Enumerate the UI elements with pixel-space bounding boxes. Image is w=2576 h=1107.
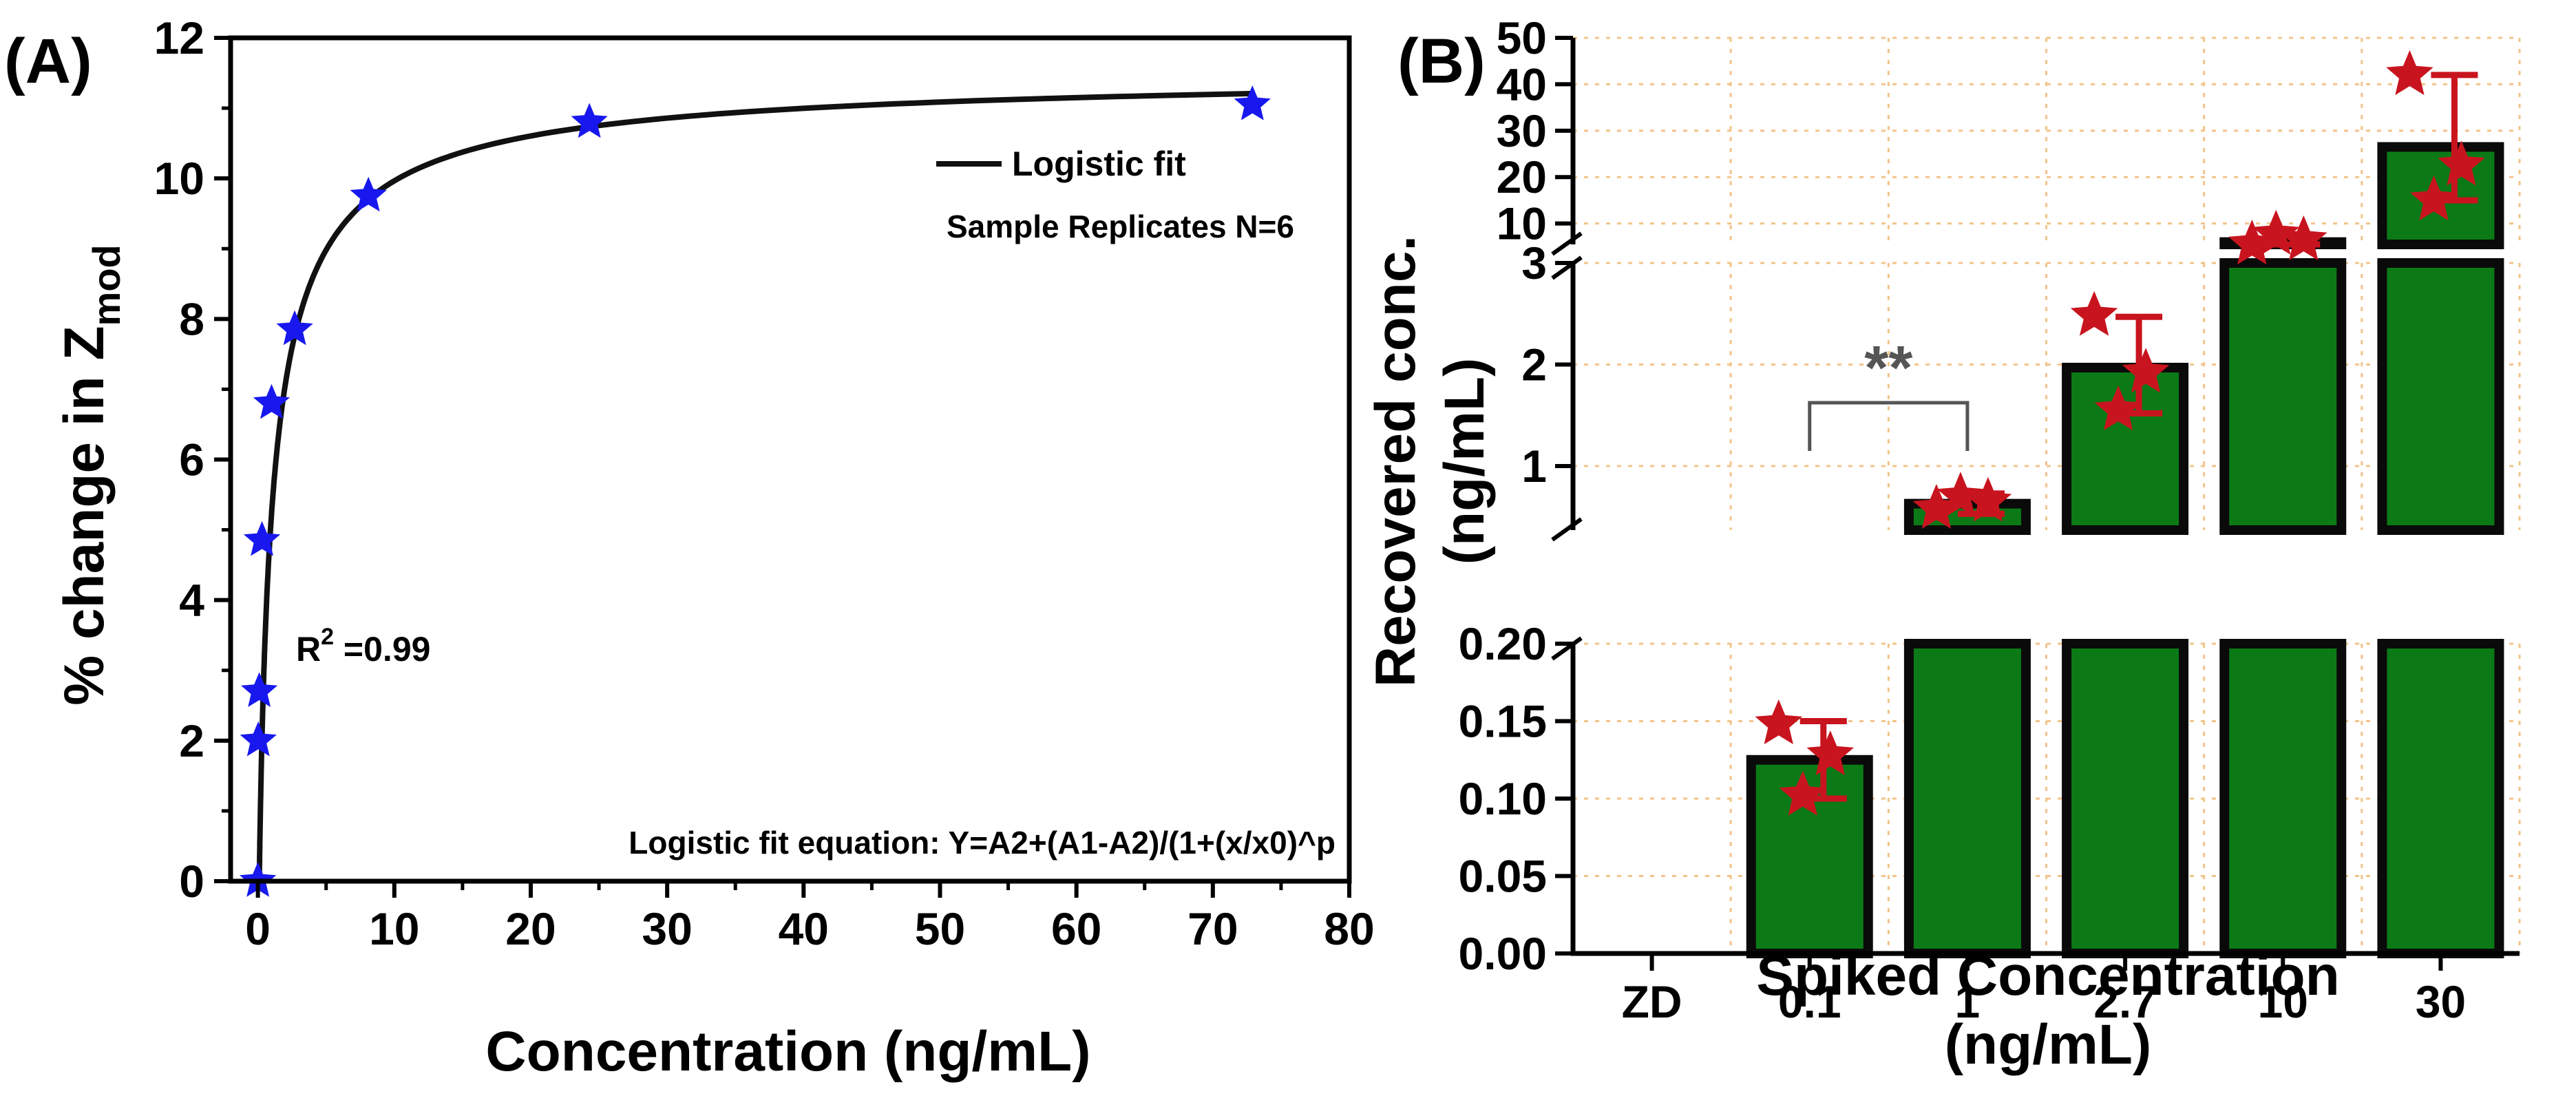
y-tick-label-b: 3: [1521, 238, 1547, 288]
bar: [2219, 639, 2347, 958]
axis-ticks-a: 0 10 20 30 40 50 60 70 80 0 2 4 6 8 10 12: [154, 12, 1375, 954]
r-squared-label: R2 =0.99: [296, 624, 430, 668]
bar: [2062, 362, 2189, 535]
y-axis-title-a-main: % change in Z: [53, 326, 116, 705]
legend-label-a: Logistic fit: [1012, 145, 1186, 183]
y-tick-label-b: 50: [1497, 12, 1547, 63]
bar: [2219, 258, 2347, 535]
y-tick-label-a: 12: [154, 12, 204, 63]
x-axis-title-b-line1: Spiked Concentration: [1756, 945, 2339, 1007]
y-tick-label-b: 0.05: [1459, 851, 1547, 902]
x-tick-label-b: 1: [1955, 976, 1981, 1027]
data-points: [240, 85, 1271, 897]
y-tick-label-b: 0.15: [1459, 696, 1547, 747]
x-tick-label-a: 10: [369, 903, 419, 954]
bars: [1746, 142, 2504, 958]
replicate-points: [1755, 50, 2485, 816]
replicate-star: [1964, 476, 2012, 522]
replicate-star: [2280, 215, 2327, 261]
r2-superscript: 2: [321, 624, 334, 650]
replicate-star: [2094, 385, 2142, 430]
x-tick-label-b: 30: [2416, 976, 2466, 1027]
panel-a: (A) 0 10 20 30 40 50 60 70 80 0 2 4 6 8 10 12 Concentra…: [4, 12, 1375, 1083]
bar: [2062, 639, 2189, 958]
y-tick-label-b: 30: [1497, 105, 1547, 156]
y-axis-title-a-sub: mod: [85, 244, 128, 326]
y-tick-label-b: 0.10: [1459, 773, 1547, 824]
fit-curve-path: [256, 90, 1254, 884]
replicates-note: Sample Replicates N=6: [947, 209, 1294, 244]
fit-equation: Logistic fit equation: Y=A2+(A1-A2)/(1+(…: [629, 825, 1335, 861]
significance-label: **: [1864, 334, 1912, 403]
x-tick-label-b: ZD: [1622, 976, 1682, 1027]
y-tick-label-b: 20: [1497, 151, 1547, 202]
data-point-star: [240, 721, 277, 757]
y-tick-label-a: 4: [179, 575, 204, 626]
replicate-star: [2122, 348, 2170, 393]
replicate-star: [2070, 291, 2118, 336]
data-point-star: [253, 383, 291, 419]
data-point-star: [1234, 85, 1271, 120]
x-tick-label-a: 20: [505, 903, 556, 954]
axis-break-mark: [1551, 636, 1583, 661]
replicate-star: [2252, 209, 2300, 255]
r2-value: =0.99: [334, 630, 430, 668]
replicate-star: [1755, 699, 1802, 745]
y-axis-title-b-line1: Recovered conc.: [1364, 235, 1427, 687]
x-tick-label-a: 70: [1187, 903, 1238, 954]
y-tick-label-a: 0: [179, 856, 204, 907]
bar: [2377, 258, 2504, 535]
data-point-star: [243, 520, 281, 556]
x-tick-label-a: 30: [642, 903, 692, 954]
y-tick-label-b: 0.00: [1459, 928, 1547, 979]
panel-b-label: (B): [1397, 26, 1486, 96]
x-tick-label-a: 60: [1051, 903, 1101, 954]
x-axis-title-a: Concentration (ng/mL): [485, 1020, 1090, 1083]
x-tick-label-b: 0.1: [1778, 976, 1841, 1027]
x-tick-label-a: 40: [779, 903, 829, 954]
data-point-star: [571, 103, 608, 138]
y-tick-label-b: 40: [1497, 59, 1547, 109]
bar: [2377, 639, 2504, 958]
significance-bracket: **: [1808, 334, 1970, 451]
bracket-path: [1808, 401, 1970, 451]
logistic-fit-curve: [256, 90, 1254, 884]
x-tick-label-b: 2.7: [2093, 976, 2157, 1027]
y-tick-label-b: 2: [1521, 339, 1547, 390]
x-tick-label-b: 10: [2258, 976, 2308, 1027]
axis-break-mark: [1551, 517, 1583, 542]
axis-break-mark: [1551, 255, 1583, 280]
x-tick-label-a: 50: [915, 903, 965, 954]
replicate-star: [2438, 140, 2485, 186]
replicate-star: [1912, 484, 1961, 529]
y-tick-label-b: 1: [1521, 441, 1547, 492]
panel-a-label: (A): [4, 26, 92, 96]
axis-break-mark: [1551, 231, 1583, 256]
data-point-star: [350, 176, 387, 212]
x-tick-label-a: 80: [1324, 903, 1374, 954]
y-tick-label-a: 10: [154, 153, 204, 204]
replicate-star: [1806, 730, 1854, 776]
replicate-star: [2386, 50, 2434, 96]
y-tick-label-b: 0.20: [1459, 618, 1547, 669]
y-axis-title-a: % change in Zmod: [53, 244, 128, 706]
y-tick-label-a: 8: [179, 293, 204, 344]
y-tick-label-b: 10: [1497, 198, 1547, 249]
bar: [1903, 639, 2031, 958]
replicate-star: [1779, 770, 1826, 816]
data-point-star: [241, 672, 278, 707]
replicate-star: [2410, 176, 2458, 221]
r2-prefix: R: [296, 630, 321, 668]
y-tick-label-a: 6: [179, 434, 204, 485]
y-tick-label-a: 2: [179, 715, 204, 766]
data-point-star: [276, 310, 313, 346]
x-tick-label-a: 0: [245, 903, 271, 954]
y-axis-title-b-line2: (ng/mL): [1433, 358, 1496, 565]
x-axis-title-b-line2: (ng/mL): [1945, 1013, 2152, 1076]
replicate-star: [1936, 472, 1985, 517]
